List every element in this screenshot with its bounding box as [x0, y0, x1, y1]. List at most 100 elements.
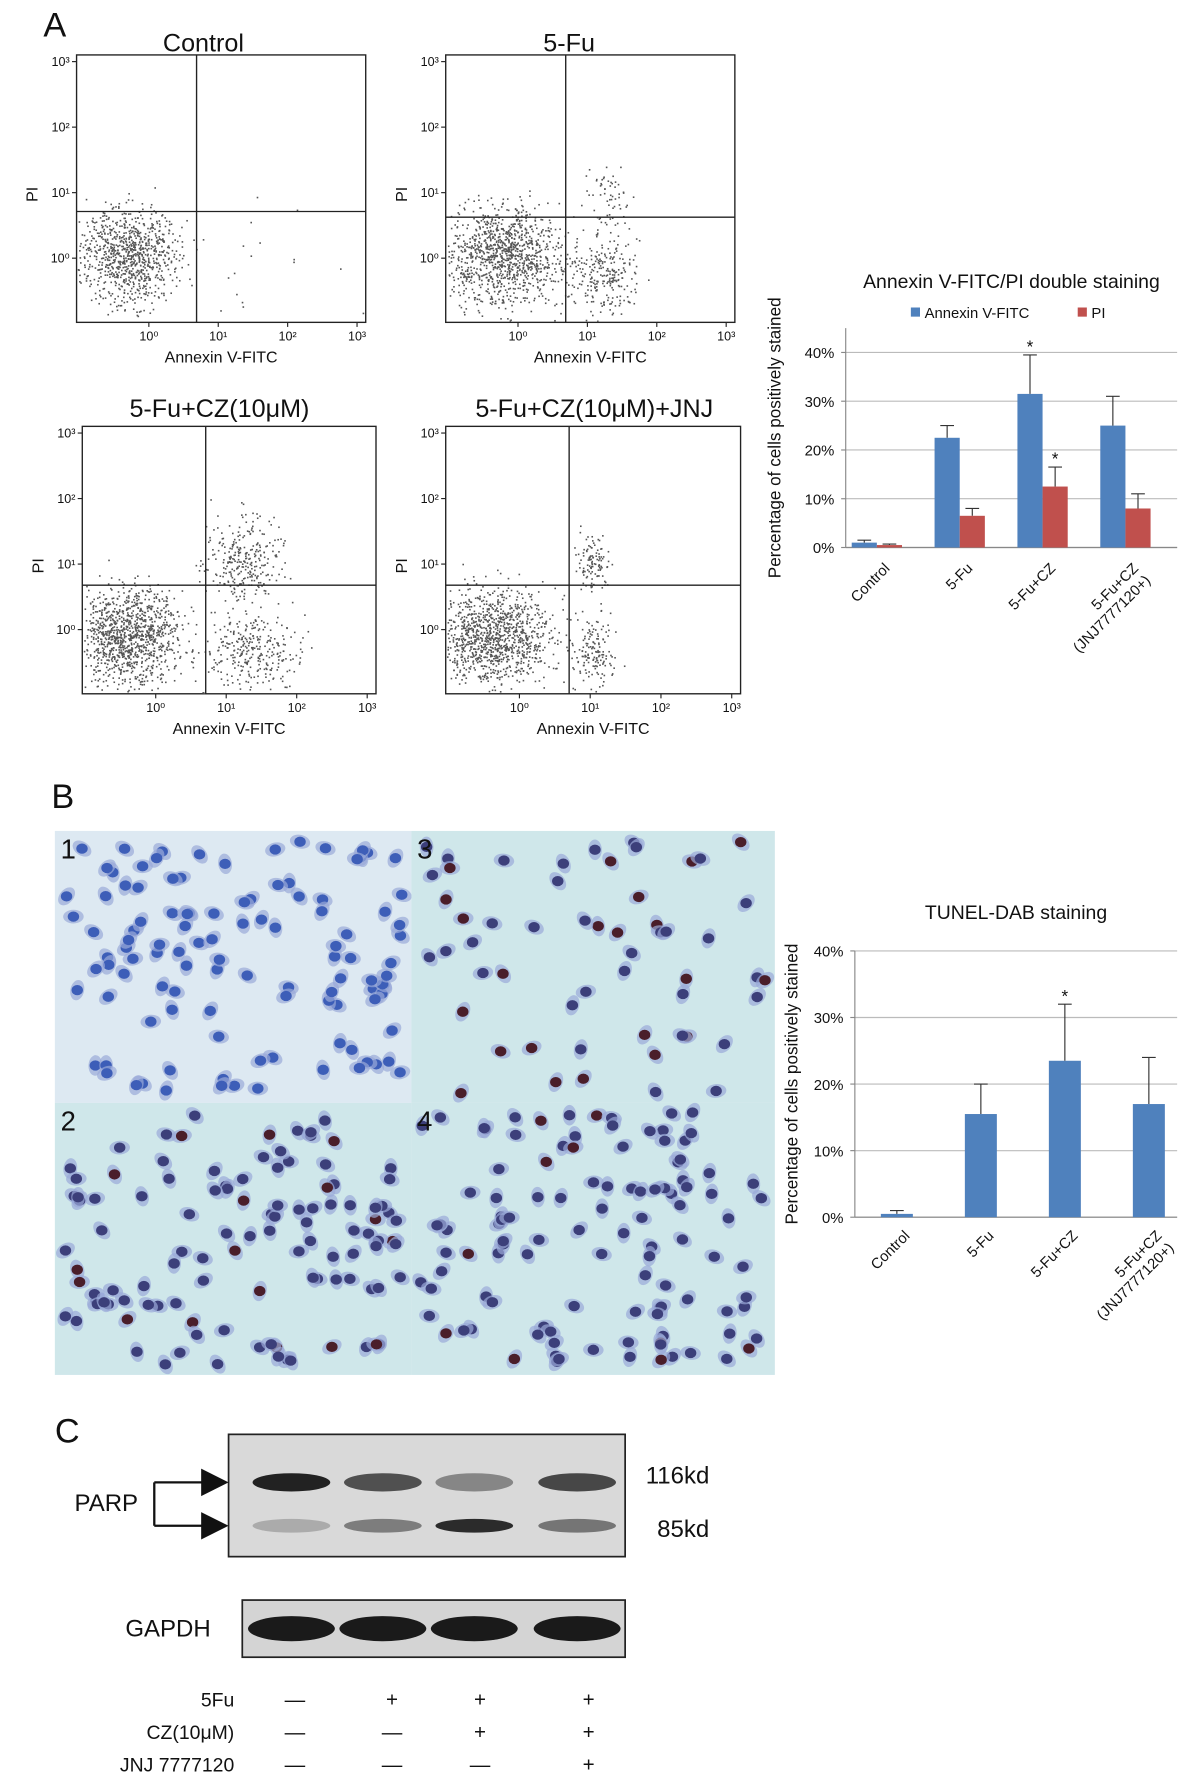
dot [465, 639, 467, 641]
dot [488, 667, 490, 669]
dot [481, 220, 483, 222]
dot [114, 277, 116, 279]
dot [124, 681, 126, 683]
dot [516, 210, 518, 212]
dot [127, 662, 129, 664]
dot [498, 209, 500, 211]
dot [615, 198, 617, 200]
dot [470, 666, 472, 668]
dot [476, 304, 478, 306]
dot [485, 274, 487, 276]
dot [516, 274, 518, 276]
dot [144, 239, 146, 241]
dot [251, 641, 253, 643]
dot [597, 229, 599, 231]
dot [477, 662, 479, 664]
dot [487, 680, 489, 682]
dot [465, 202, 467, 204]
dot [136, 619, 138, 621]
dot [229, 617, 231, 619]
dot [458, 615, 460, 617]
dot [484, 596, 486, 598]
dot [534, 661, 536, 663]
dot [87, 275, 89, 277]
dot [495, 660, 497, 662]
dot [515, 235, 517, 237]
dot [526, 622, 528, 624]
dot [146, 283, 148, 285]
dot [173, 598, 175, 600]
dot [119, 289, 121, 291]
dot [538, 627, 540, 629]
dot [120, 649, 122, 651]
dot [131, 240, 133, 242]
dot [468, 667, 470, 669]
dot [242, 645, 244, 647]
dot [478, 250, 480, 252]
dot [547, 202, 549, 204]
dot [150, 207, 152, 209]
dot [510, 243, 512, 245]
dot [560, 261, 562, 263]
dot [200, 565, 202, 567]
dot [487, 221, 489, 223]
dot [96, 634, 98, 636]
dot [106, 620, 108, 622]
dot [529, 656, 531, 658]
dot [587, 285, 589, 287]
dot [485, 649, 487, 651]
dot [464, 209, 466, 211]
dot [461, 644, 463, 646]
dot [561, 270, 563, 272]
dot [114, 611, 116, 613]
dot [529, 214, 531, 216]
dot [228, 551, 230, 553]
dot [513, 626, 515, 628]
dot [123, 587, 125, 589]
dot [136, 263, 138, 265]
dot [151, 225, 153, 227]
dot [278, 663, 280, 665]
dot [244, 535, 246, 537]
dot [259, 567, 261, 569]
dot [135, 652, 137, 654]
dot [135, 641, 137, 643]
dot [590, 285, 592, 287]
dot [609, 214, 611, 216]
dot [124, 310, 126, 312]
dot [165, 660, 167, 662]
dot [129, 245, 131, 247]
dot [610, 194, 612, 196]
dot [148, 235, 150, 237]
dot [126, 202, 128, 204]
dot [257, 648, 259, 650]
dot [467, 224, 469, 226]
dot [518, 669, 520, 671]
dot [102, 643, 104, 645]
dot [188, 641, 190, 643]
dot [461, 266, 463, 268]
dot [119, 225, 121, 227]
dot [257, 669, 259, 671]
dot [128, 251, 130, 253]
dot [106, 667, 108, 669]
scatter-dots [448, 167, 650, 323]
dot [530, 262, 532, 264]
dot [170, 632, 172, 634]
dot [134, 260, 136, 262]
dot [164, 217, 166, 219]
dot [126, 600, 128, 602]
dot [508, 288, 510, 290]
dot [120, 642, 122, 644]
dot [123, 649, 125, 651]
dot [238, 531, 240, 533]
dot [567, 263, 569, 265]
dot [499, 602, 501, 604]
dot [166, 598, 168, 600]
dot [135, 249, 137, 251]
dot [105, 637, 107, 639]
dot [451, 625, 453, 627]
dot [600, 194, 602, 196]
dot [513, 274, 515, 276]
dot [126, 266, 128, 268]
